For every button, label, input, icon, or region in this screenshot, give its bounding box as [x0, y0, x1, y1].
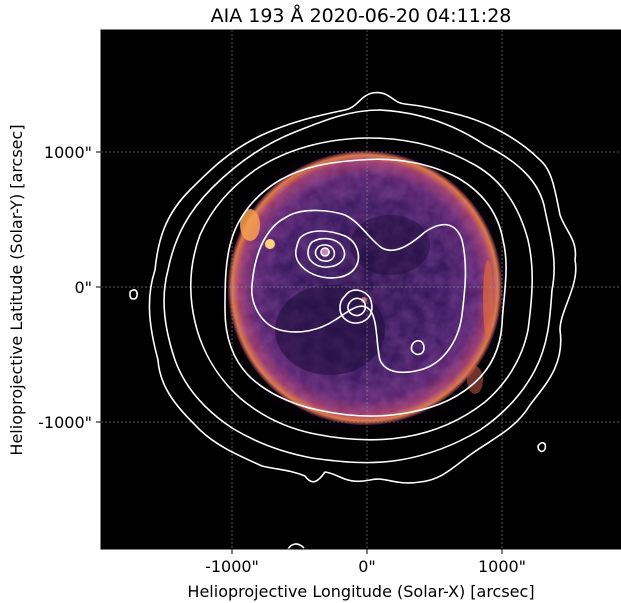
y-tick-label: 0" [74, 278, 92, 297]
contour-island-south [410, 339, 425, 356]
contour-level-3 [190, 137, 533, 441]
active-region-center [361, 297, 367, 303]
y-tick-label: -1000" [38, 413, 92, 432]
coronal-hole-north [350, 215, 430, 275]
contour-island-se [537, 441, 547, 453]
contour-set [129, 91, 577, 549]
x-axis-label: Helioprojective Longitude (Solar-X) [arc… [187, 582, 534, 601]
contour-island-center-inner [347, 297, 367, 317]
y-tick-label: 1000" [44, 143, 92, 162]
active-region-bright [265, 239, 275, 249]
contour-island-east [129, 289, 138, 300]
x-tick-label: 0" [358, 557, 376, 576]
contour-level-8 [314, 244, 336, 262]
contour-level-2 [163, 109, 555, 464]
disk-texture [230, 153, 500, 423]
axes-frame [100, 29, 621, 550]
x-tick-labels: -1000" 0" 1000" [205, 557, 526, 576]
contour-level-6 [295, 230, 360, 279]
y-axis-label: Helioprojective Latitude (Solar-Y) [arcs… [7, 124, 26, 455]
coronal-hole [275, 285, 385, 375]
active-region-limb-ne [240, 209, 260, 241]
active-region-limb-sw [467, 366, 483, 394]
x-tick-label: -1000" [205, 557, 259, 576]
figure-title: AIA 193 Å 2020-06-20 04:11:28 [211, 4, 512, 27]
contour-level-9 [320, 247, 330, 257]
contour-level-5 [251, 209, 467, 374]
contour-level-7 [307, 237, 346, 268]
y-tick-labels: 1000" 0" -1000" [38, 143, 92, 432]
contour-fragment-bottom [287, 543, 305, 549]
contour-level-1 [148, 91, 577, 484]
contour-level-4 [224, 158, 507, 417]
solar-image [101, 30, 621, 549]
contour-island-center [339, 289, 373, 324]
tick-marks [96, 151, 503, 554]
active-region-limb-w [483, 260, 493, 340]
x-tick-label: 1000" [478, 557, 526, 576]
